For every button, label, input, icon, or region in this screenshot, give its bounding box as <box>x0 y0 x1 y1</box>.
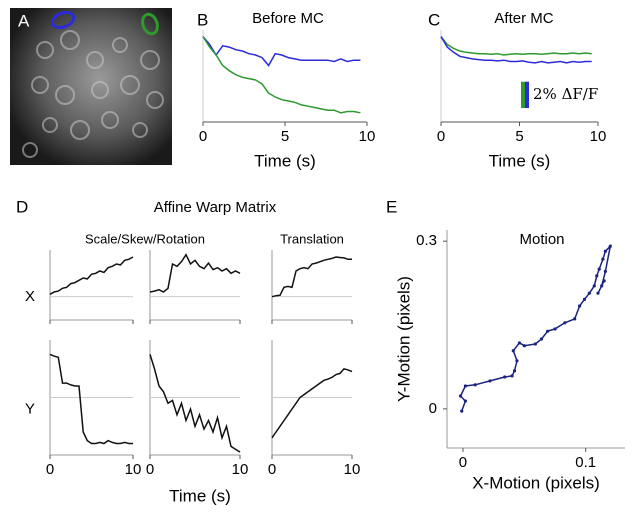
trajectory-point <box>510 374 514 378</box>
trajectory-point <box>512 369 517 373</box>
trajectory-point <box>602 279 606 283</box>
x-tick-label: 0 <box>46 461 54 478</box>
trajectory-point <box>488 379 492 383</box>
trajectory-point <box>597 267 601 271</box>
trajectory-point <box>473 383 477 387</box>
line-series <box>49 256 134 295</box>
trajectory-point <box>546 329 550 333</box>
trajectory-point <box>582 297 587 301</box>
image-background <box>10 8 172 165</box>
scale-bar <box>525 81 529 108</box>
chart-title: Affine Warp Matrix <box>154 199 277 216</box>
y-tick-label: 0 <box>429 400 437 417</box>
x-axis-label: X-Motion (pixels) <box>472 473 600 492</box>
x-axis-label: Time (s) <box>254 151 316 170</box>
trajectory-point <box>603 269 607 273</box>
chart-title: Motion <box>519 231 564 248</box>
x-tick-label: 5 <box>281 128 289 145</box>
x-tick-label: 0 <box>199 128 207 145</box>
trajectory-line <box>459 243 612 412</box>
trajectory-point <box>460 409 464 413</box>
trajectory-point <box>592 284 596 288</box>
trajectory-point <box>458 394 463 398</box>
column-title: Translation <box>280 231 344 246</box>
trajectory-point <box>563 321 567 325</box>
trajectory-point <box>600 284 604 288</box>
x-axis-label: Time (s) <box>169 486 231 505</box>
line-series <box>271 367 353 439</box>
trajectory-point <box>515 359 519 363</box>
trajectory-point <box>463 399 468 403</box>
chart-title: After MC <box>494 10 553 27</box>
column-title: Scale/Skew/Rotation <box>85 231 205 246</box>
roi-green <box>141 12 159 36</box>
trajectory-point <box>601 257 605 261</box>
line-series <box>149 253 241 293</box>
y-axis-label: Y-Motion (pixels) <box>394 276 413 402</box>
scale-bar-label: 2% ΔF/F <box>533 85 598 103</box>
trajectory-point <box>608 244 612 248</box>
line-series <box>202 36 361 67</box>
roi-blue <box>50 10 76 30</box>
trajectory-point <box>595 274 599 278</box>
x-tick-label: 0 <box>437 128 445 145</box>
row-label: Y <box>25 400 35 417</box>
trajectory-point <box>517 341 522 345</box>
trajectory-point <box>577 304 582 308</box>
x-tick-label: 10 <box>232 461 249 478</box>
trajectory-point <box>503 375 507 379</box>
chart-title: Before MC <box>252 10 324 27</box>
trajectory-point <box>539 337 544 341</box>
x-tick-label: 0 <box>146 461 154 478</box>
x-axis-label: Time (s) <box>489 151 551 170</box>
x-tick-label: 10 <box>344 461 361 478</box>
line-series <box>440 36 592 56</box>
line-series <box>149 354 241 453</box>
x-tick-label: 0 <box>459 454 467 471</box>
line-series <box>202 36 361 114</box>
y-tick-label: 0.3 <box>416 232 437 249</box>
panel-label: D <box>16 197 28 216</box>
panel-label: A <box>18 11 30 30</box>
scale-bar <box>521 81 525 108</box>
x-tick-label: 10 <box>590 128 607 145</box>
panel-label: B <box>197 10 208 29</box>
x-tick-label: 0.1 <box>575 454 596 471</box>
trajectory-point <box>603 249 607 253</box>
x-tick-label: 0 <box>268 461 276 478</box>
cell-texture <box>22 30 164 158</box>
x-tick-label: 10 <box>359 128 376 145</box>
x-tick-label: 5 <box>515 128 523 145</box>
panel-label: C <box>428 10 440 29</box>
line-series <box>271 256 352 298</box>
line-series <box>440 36 592 64</box>
trajectory-point <box>533 342 537 346</box>
trajectory-point <box>573 317 577 321</box>
trajectory-point <box>553 327 557 331</box>
trajectory-point <box>596 291 600 295</box>
line-series <box>49 353 133 445</box>
trajectory-point <box>511 349 515 353</box>
microscopy-image <box>10 8 172 165</box>
trajectory-point <box>587 291 592 295</box>
panel-label: E <box>386 197 397 216</box>
row-label: X <box>25 288 35 305</box>
trajectory-point <box>463 384 468 388</box>
x-tick-label: 10 <box>125 461 142 478</box>
trajectory-point <box>522 344 526 348</box>
